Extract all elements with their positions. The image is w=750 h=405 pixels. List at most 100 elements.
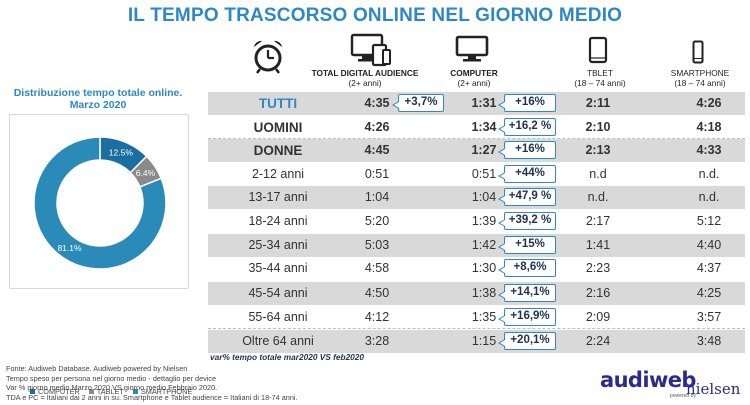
computer-variation-callout: +44% (498, 165, 556, 183)
donut-slice-smartphone (33, 136, 167, 270)
cell-computer: 1:31 (471, 96, 497, 110)
cell-tablet: 2:24 (585, 334, 611, 348)
cell-tablet: 2:13 (585, 143, 611, 157)
cell-smartphone: 3:48 (696, 334, 722, 348)
donut-data-label: 12.5% (109, 148, 134, 158)
cell-tda: 5:20 (364, 214, 390, 228)
table-row: 25-34 anni 5:03 1:42 1:41 4:40 +15% (208, 234, 745, 257)
cell-computer: 1:34 (471, 120, 497, 134)
cell-smartphone: 4:33 (696, 143, 722, 157)
cell-tda: 4:45 (364, 143, 390, 157)
computer-variation-callout: +47,9 % (498, 188, 556, 206)
cell-computer: 0:51 (471, 167, 497, 181)
cell-tablet: 2:17 (585, 214, 611, 228)
legend-label-tablet: TABLET (96, 386, 124, 396)
variation-note: var% tempo totale mar2020 VS feb2020 (210, 352, 365, 362)
table-row: DONNE 4:45 1:27 2:13 4:33 +16% (208, 139, 745, 162)
row-label: UOMINI (253, 120, 303, 135)
header-tda-name: TOTAL DIGITAL AUDIENCE (311, 68, 419, 78)
cell-computer: 1:42 (471, 238, 497, 252)
donut-legend: COMPUTER TABLET SMARTPHONE (30, 386, 199, 396)
header-tablet: TBLET (18 – 74 anni) (568, 68, 632, 88)
cell-tda: 4:26 (364, 120, 390, 134)
cell-tda: 4:12 (364, 310, 390, 324)
table-row: 55-64 anni 4:12 1:35 2:09 3:57 +16,9% (208, 306, 745, 329)
row-label: 35-44 anni (248, 261, 308, 275)
row-label: TUTTI (258, 96, 298, 111)
table-row: UOMINI 4:26 1:34 2:10 4:18 +16,2 % (208, 116, 745, 139)
cell-tda: 4:50 (364, 286, 390, 300)
cell-computer: 1:35 (471, 310, 497, 324)
page-title: IL TEMPO TRASCORSO ONLINE NEL GIORNO MED… (127, 5, 623, 26)
header-tablet-name: TBLET (587, 68, 613, 78)
row-label: 13-17 anni (248, 190, 308, 204)
audiweb-logo: audiweb powered by nielsen (600, 368, 748, 404)
cell-computer: 1:30 (471, 261, 497, 275)
table-row: 18-24 anni 5:20 1:39 2:17 5:12 +39,2 % (208, 210, 745, 233)
legend-label-computer: COMPUTER (38, 386, 80, 396)
logo-audiweb-text: audiweb (600, 368, 696, 392)
smartphone-icon (692, 40, 704, 64)
source-line: TDA e PC = Italiani dai 2 anni in su. Sm… (6, 393, 298, 403)
header-tda: TOTAL DIGITAL AUDIENCE (2+ anni) (300, 68, 430, 88)
header-computer-name: COMPUTER (450, 68, 498, 78)
computer-variation-callout: +8,6% (498, 259, 556, 277)
cell-tda: 5:03 (364, 238, 390, 252)
cell-smartphone: 4:25 (696, 286, 722, 300)
cell-tablet: 2:23 (585, 261, 611, 275)
cell-tda: 3:28 (364, 334, 390, 348)
tablet-icon (588, 36, 608, 64)
cell-tablet: 2:09 (585, 310, 611, 324)
row-label: 45-54 anni (248, 286, 308, 300)
cell-tda: 0:51 (364, 167, 390, 181)
cell-tablet: 1:41 (585, 238, 611, 252)
source-line: Tempo speso per persona nel giorno medio… (6, 373, 217, 383)
cell-tda: 4:35 (364, 96, 390, 110)
cell-smartphone: 4:37 (696, 261, 722, 275)
legend-swatch-tablet (88, 388, 94, 394)
legend-swatch-smartphone (132, 388, 138, 394)
cell-computer: 1:04 (471, 190, 497, 204)
legend-label-smartphone: SMARTPHONE (140, 386, 193, 396)
row-label: 55-64 anni (248, 310, 308, 324)
cell-smartphone: n.d. (698, 167, 720, 181)
donut-chart-title: Distribuzione tempo totale online. Marzo… (4, 87, 192, 111)
cell-smartphone: 4:40 (696, 238, 722, 252)
source-line: Var % giorno medio Marzo 2020 VS giorno … (6, 383, 218, 393)
cell-tda: 4:58 (364, 261, 390, 275)
header-computer: COMPUTER (2+ anni) (438, 68, 510, 88)
header-tablet-sub: (18 – 74 anni) (574, 78, 626, 88)
computer-variation-callout: +16% (498, 94, 556, 112)
tda-variation-callout: +3,7% (392, 94, 444, 112)
computer-variation-callout: +15% (498, 236, 556, 254)
row-label: 18-24 anni (248, 214, 308, 228)
source-notes: Fonte: Audiweb Database. Audiweb powered… (6, 364, 298, 403)
donut-data-label: 81.1% (57, 243, 82, 253)
donut-title-line2: Marzo 2020 (69, 99, 127, 111)
cell-computer: 1:38 (471, 286, 497, 300)
header-smartphone-sub: (18 – 74 anni) (674, 78, 726, 88)
row-label: 25-34 anni (248, 238, 308, 252)
multi-device-icon (350, 33, 391, 67)
computer-variation-callout: +16,9% (498, 308, 556, 326)
computer-variation-callout: +16% (498, 141, 556, 159)
row-label: Oltre 64 anni (242, 334, 314, 348)
computer-variation-callout: +20,1% (498, 332, 556, 350)
alarm-clock-icon (254, 40, 282, 74)
row-label: DONNE (253, 143, 303, 158)
table-row: 13-17 anni 1:04 1:04 n.d. n.d. +47,9 % (208, 186, 745, 209)
cell-tablet: 2:10 (585, 120, 611, 134)
computer-variation-callout: +39,2 % (498, 212, 556, 230)
cell-smartphone: n.d. (698, 190, 720, 204)
donut-chart: 12.5%6.4% 81.1% (33, 136, 167, 270)
computer-monitor-icon (455, 35, 489, 62)
row-label: 2-12 anni (251, 167, 305, 181)
logo-nielsen-text: nielsen (686, 380, 741, 398)
cell-computer: 1:15 (471, 334, 497, 348)
computer-variation-callout: +16,2 % (498, 118, 556, 136)
cell-tda: 1:04 (364, 190, 390, 204)
header-smartphone-name: SMARTPHONE (670, 68, 730, 78)
cell-tablet: 2:11 (585, 96, 611, 110)
logo-powered-text: powered by (670, 393, 696, 399)
cell-tablet: n.d (589, 167, 607, 181)
